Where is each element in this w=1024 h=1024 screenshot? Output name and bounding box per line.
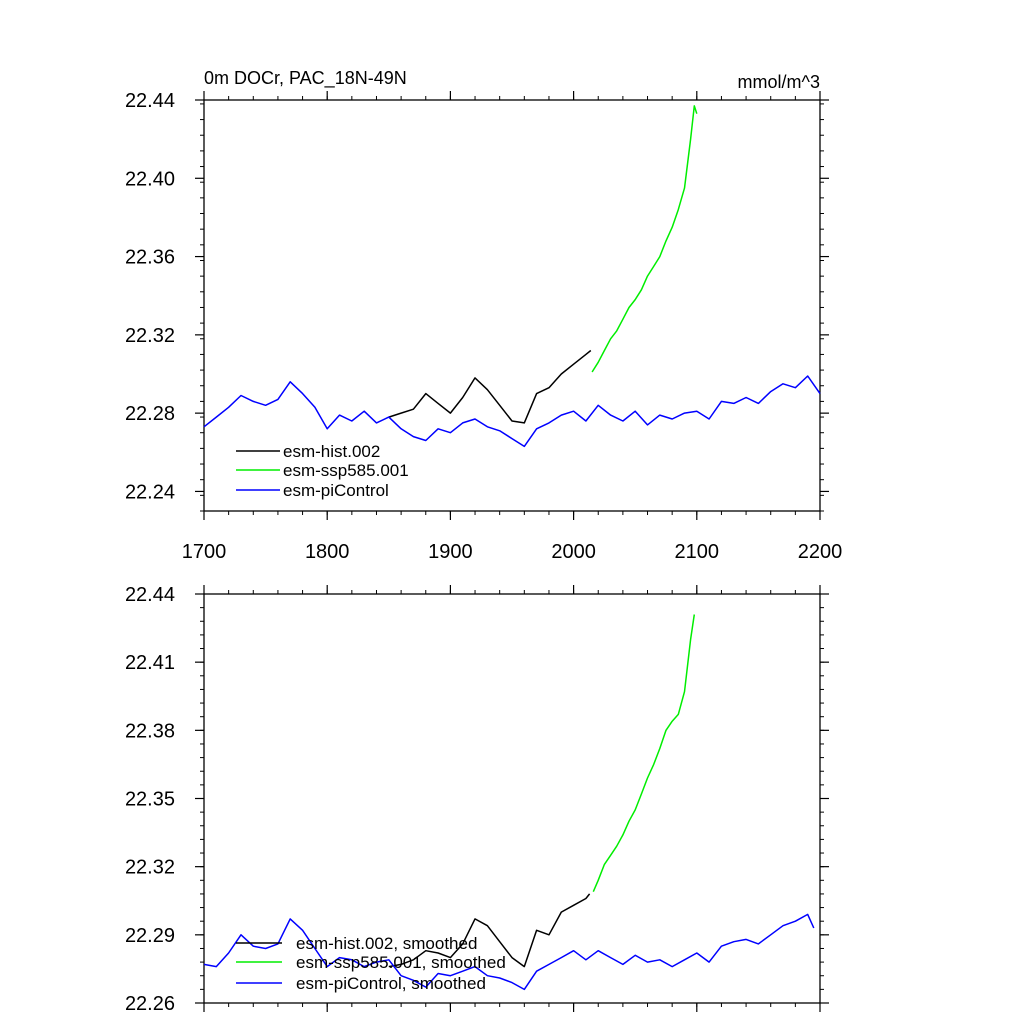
- x-tick-label: 1900: [428, 541, 473, 563]
- legend-label: esm-hist.002: [283, 442, 380, 461]
- y-tick-label: 22.35: [125, 789, 175, 811]
- series-line-3: [203, 913, 815, 991]
- legend-label: esm-piControl, smoothed: [296, 974, 486, 993]
- y-tick-label: 22.28: [125, 403, 175, 425]
- y-tick-label: 22.41: [125, 652, 175, 674]
- y-tick-label: 22.36: [125, 247, 175, 269]
- x-tick-label: 1800: [305, 541, 350, 563]
- top-panel: 0m DOCr, PAC_18N-49N mmol/m^3 1700 1800 19…: [125, 68, 842, 563]
- series-line-2: [592, 614, 696, 892]
- y-tick-label: 22.32: [125, 325, 175, 347]
- series-line-2: [591, 105, 698, 373]
- x-tick-label: 2200: [798, 541, 843, 563]
- legend-label: esm-ssp585.001, smoothed: [296, 953, 506, 972]
- y-tick-label: 22.44: [125, 584, 175, 606]
- bottom-panel: 22.26 22.29 22.32 22.35 22.38 22.41 22.44 esm-h…: [125, 584, 829, 1015]
- series-line-1: [388, 349, 592, 424]
- legend-label: esm-piControl: [283, 481, 389, 500]
- x-tick-label: 2000: [551, 541, 596, 563]
- units-label: mmol/m^3: [738, 72, 820, 92]
- chart-title: 0m DOCr, PAC_18N-49N: [204, 68, 407, 89]
- x-tick-label: 1700: [182, 541, 227, 563]
- y-tick-label: 22.29: [125, 925, 175, 947]
- y-tick-label: 22.40: [125, 168, 175, 190]
- y-tick-label: 22.44: [125, 90, 175, 112]
- legend-label: esm-ssp585.001: [283, 461, 409, 480]
- series-line-1: [388, 893, 591, 968]
- y-tick-label: 22.38: [125, 720, 175, 742]
- y-tick-label: 22.32: [125, 857, 175, 879]
- y-tick-label: 22.26: [125, 993, 175, 1015]
- x-tick-label: 2100: [675, 541, 720, 563]
- series-line-3: [203, 375, 821, 448]
- y-tick-label: 22.24: [125, 481, 175, 503]
- legend-label: esm-hist.002, smoothed: [296, 934, 477, 953]
- plot-frame: [203, 99, 821, 512]
